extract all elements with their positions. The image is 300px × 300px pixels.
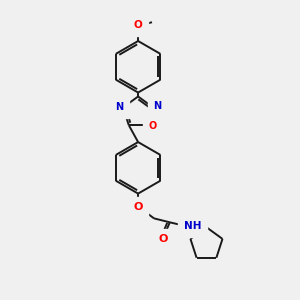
Text: O: O [148, 121, 157, 131]
Text: N: N [153, 101, 161, 112]
Text: N: N [115, 103, 123, 112]
Text: O: O [158, 234, 168, 244]
Text: O: O [134, 202, 143, 212]
Text: NH: NH [184, 221, 201, 231]
Text: O: O [134, 20, 142, 30]
